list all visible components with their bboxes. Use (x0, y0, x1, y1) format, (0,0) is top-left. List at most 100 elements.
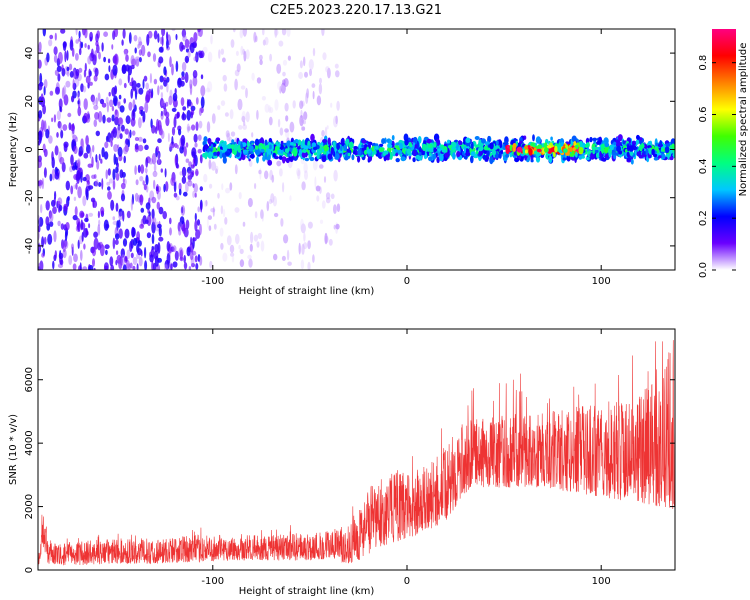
spectrogram-cell (103, 31, 108, 37)
spectrogram-cell (441, 149, 447, 153)
spectrogram-cell (260, 240, 265, 252)
spectrogram-cell (626, 151, 630, 158)
spectrogram-cell (629, 150, 634, 156)
spectrogram-cell (104, 262, 109, 270)
spectrogram-cell (123, 98, 126, 104)
spectrogram-cell (88, 212, 94, 217)
spectrogram-cell (604, 142, 610, 148)
spectrogram-cell (661, 153, 666, 160)
spectrogram-cell (103, 56, 106, 63)
spectrogram-cell (132, 265, 136, 270)
spectrogram-cell (181, 71, 185, 77)
spectrogram-cell (99, 98, 105, 105)
spectrogram-cell (61, 162, 66, 173)
spectrogram-cell (562, 157, 567, 161)
spectrogram-cell (157, 33, 160, 43)
spectrogram-cell (282, 71, 286, 77)
spectrogram-cell (433, 141, 437, 148)
spectrogram-cell (544, 147, 548, 153)
spectrogram-cell (463, 145, 467, 154)
spectrogram-cell (87, 180, 90, 185)
spectrogram-cell (81, 231, 84, 242)
spectrogram-cell (57, 73, 61, 82)
spectrogram-cell (61, 64, 64, 71)
spectrogram-cell (389, 151, 393, 160)
spectrogram-y-tick-label: -20 (24, 190, 35, 206)
spectrogram-cell (158, 46, 164, 53)
spectrogram-cell (203, 136, 208, 143)
spectrogram-cell (184, 38, 190, 49)
spectrogram-cell (242, 221, 246, 227)
spectrogram-cell (413, 149, 417, 157)
spectrogram-cell (66, 50, 69, 61)
spectrogram-cell (357, 149, 362, 156)
spectrogram-cell (199, 256, 203, 266)
spectrogram-cell (161, 100, 166, 107)
spectrogram-cell (200, 74, 204, 80)
spectrogram-cell (56, 132, 59, 138)
spectrogram-cell (160, 92, 164, 99)
spectrogram-cell (211, 113, 216, 124)
spectrogram-cell (171, 107, 177, 112)
spectrogram-cell (112, 64, 118, 76)
spectrogram-cell (284, 148, 289, 154)
spectrogram-cell (548, 155, 553, 164)
spectrogram-cell (183, 262, 188, 270)
spectrogram-cell (108, 178, 114, 184)
spectrogram-cell (129, 262, 133, 269)
spectrogram-cell (269, 107, 274, 114)
spectrogram-cell (106, 117, 112, 123)
spectrogram-cell (97, 111, 103, 123)
spectrogram-cell (210, 161, 217, 171)
spectrogram-cell (179, 171, 183, 176)
spectrogram-cell (107, 168, 111, 176)
spectrogram-cell (636, 151, 642, 157)
spectrogram-cell (219, 151, 223, 159)
spectrogram-cell (319, 186, 322, 194)
spectrogram-cell (93, 267, 96, 270)
spectrogram-cell (301, 100, 305, 107)
spectrogram-cell (219, 227, 224, 237)
spectrogram-cell (271, 174, 275, 183)
spectrogram-cell (138, 57, 142, 63)
spectrogram-cell (225, 130, 230, 138)
spectrogram-cell (132, 99, 136, 109)
spectrogram-cell (280, 218, 284, 227)
spectrogram-cell (78, 30, 81, 39)
spectrogram-cell (516, 146, 523, 153)
spectrogram-cell (151, 153, 157, 165)
spectrogram-cell (259, 54, 263, 61)
spectrogram-cell (336, 142, 340, 151)
spectrogram-cell (138, 136, 143, 142)
spectrogram-cell (284, 102, 289, 112)
spectrogram-cell (245, 49, 250, 60)
spectrogram-cell (307, 240, 311, 250)
spectrogram-cell (54, 32, 57, 41)
spectrogram-cell (87, 163, 93, 168)
spectrogram-cell (412, 157, 416, 163)
spectrogram-cell (140, 44, 146, 57)
spectrogram-cell (388, 139, 393, 145)
spectrogram-y-tick-label: 0 (24, 146, 35, 152)
spectrogram-cell (659, 140, 663, 146)
spectrogram-cell (118, 257, 123, 269)
spectrogram-cell (70, 124, 75, 132)
spectrogram-cell (249, 153, 255, 159)
spectrogram-cell (255, 145, 259, 150)
spectrogram-cell (323, 176, 327, 183)
spectrogram-cell (158, 206, 164, 215)
spectrogram-cell (198, 120, 203, 129)
spectrogram-cell (232, 29, 236, 33)
spectrogram-cell (618, 150, 623, 155)
spectrogram-cell (43, 167, 47, 178)
spectrogram-cell (187, 126, 191, 131)
spectrogram-cell (334, 63, 339, 69)
spectrogram-cell (279, 127, 284, 136)
spectrogram-cell (427, 143, 433, 149)
spectrogram-cell (607, 148, 612, 154)
spectrogram-cell (151, 125, 156, 134)
spectrogram-cell (669, 156, 674, 161)
spectrogram-cell (82, 266, 88, 270)
spectrogram-cell (303, 162, 308, 174)
spectrogram-cell (163, 66, 167, 76)
